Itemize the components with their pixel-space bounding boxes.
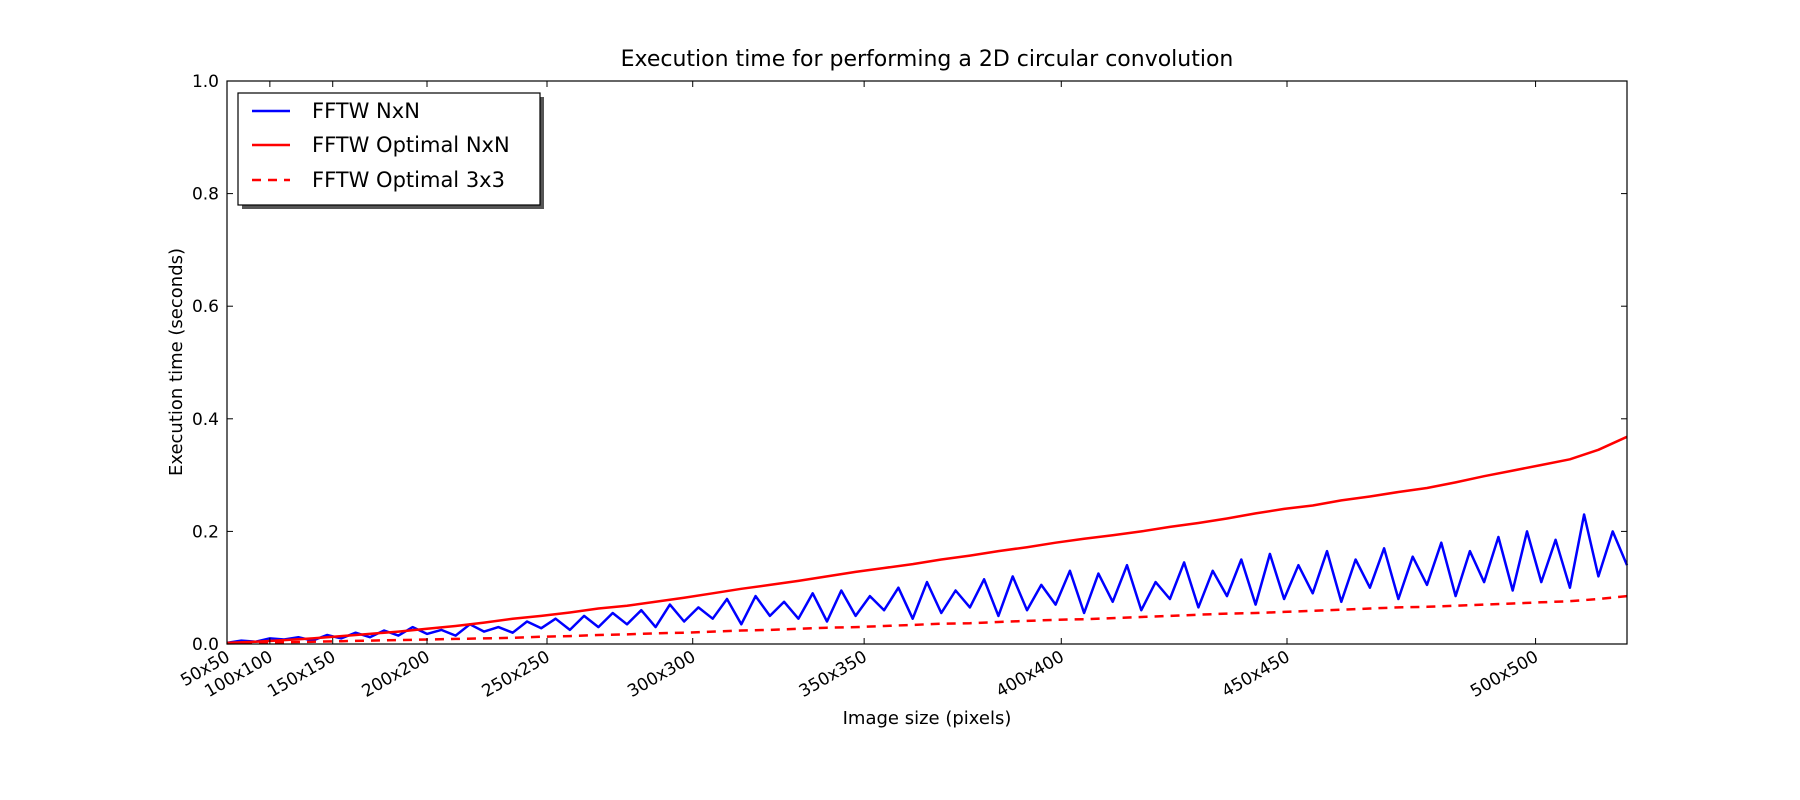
y-tick-label: 0.8 [192, 185, 219, 205]
y-tick-label: 0.0 [192, 635, 219, 655]
series-layer [226, 435, 1629, 645]
y-tick-label: 0.6 [192, 297, 219, 317]
legend: FFTW NxN FFTW Optimal NxN FFTW Optimal 3… [237, 92, 544, 209]
legend-label-fftw-optimal-3x3: FFTW Optimal 3x3 [312, 168, 505, 192]
legend-label-fftw-nxn: FFTW NxN [312, 99, 420, 123]
y-axis-title: Execution time (seconds) [166, 248, 187, 476]
x-axis-title: Image size (pixels) [843, 708, 1012, 729]
plot-frame [226, 80, 1628, 645]
y-tick-label: 0.2 [192, 522, 219, 542]
y-tick-label: 0.4 [192, 410, 219, 430]
legend-label-fftw-optimal-nxn: FFTW Optimal NxN [312, 133, 510, 157]
y-tick-label: 1.0 [192, 72, 219, 92]
series-line-fftw-nxn [226, 513, 1629, 645]
y-axis: 0.0 0.2 0.4 0.6 0.8 1.0 [192, 72, 1627, 655]
series-line-fftw-optimal-nxn [226, 435, 1628, 645]
chart-title: Execution time for performing a 2D circu… [621, 47, 1234, 72]
